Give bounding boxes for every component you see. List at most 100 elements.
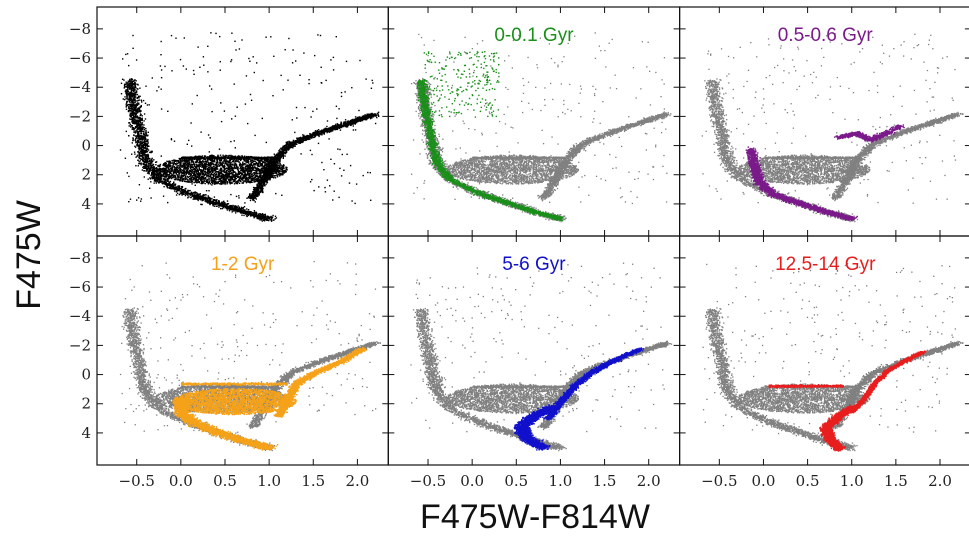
- star-point: [185, 173, 186, 174]
- star-point: [143, 135, 144, 136]
- star-point: [214, 173, 215, 174]
- star-point: [153, 159, 154, 160]
- star-point: [133, 84, 134, 85]
- star-point: [141, 153, 142, 154]
- star-point: [235, 208, 236, 209]
- star-point: [239, 211, 240, 212]
- star-point: [147, 135, 148, 136]
- star-point: [137, 94, 138, 95]
- star-point: [142, 150, 143, 151]
- star-point: [231, 169, 232, 170]
- star-point: [240, 170, 241, 171]
- star-point: [170, 188, 171, 189]
- star-point: [254, 210, 255, 211]
- star-point: [253, 167, 254, 168]
- star-point: [280, 174, 281, 175]
- star-point: [141, 145, 142, 146]
- star-point: [141, 123, 142, 124]
- star-point: [270, 216, 271, 217]
- star-point: [130, 124, 131, 125]
- star-point: [188, 173, 189, 174]
- star-point: [220, 177, 221, 178]
- star-point: [189, 194, 190, 195]
- star-point: [271, 217, 272, 218]
- star-point: [188, 160, 189, 161]
- star-point: [155, 164, 156, 165]
- star-point: [242, 208, 243, 209]
- star-point: [248, 159, 249, 160]
- star-point: [144, 135, 145, 136]
- star-point: [275, 175, 276, 176]
- star-point: [146, 134, 147, 135]
- star-point: [218, 165, 219, 166]
- star-point: [260, 214, 261, 215]
- star-point: [196, 178, 197, 179]
- star-point: [242, 162, 243, 163]
- star-point: [208, 195, 209, 196]
- star-point: [219, 205, 220, 206]
- star-point: [140, 113, 141, 114]
- star-point: [185, 181, 186, 182]
- star-point: [146, 164, 147, 165]
- star-point: [193, 169, 194, 170]
- star-point: [185, 177, 186, 178]
- star-point: [215, 182, 216, 183]
- star-point: [276, 171, 277, 172]
- star-point: [136, 125, 137, 126]
- star-point: [239, 174, 240, 175]
- star-point: [134, 152, 135, 153]
- star-point: [170, 184, 171, 185]
- star-point: [199, 198, 200, 199]
- star-point: [129, 88, 130, 89]
- star-point: [142, 169, 143, 170]
- star-point: [254, 172, 255, 173]
- star-point: [260, 176, 261, 177]
- star-point: [139, 145, 140, 146]
- star-point: [241, 155, 242, 156]
- star-point: [174, 190, 175, 191]
- star-point: [255, 215, 256, 216]
- star-point: [142, 143, 143, 144]
- star-point: [160, 172, 161, 173]
- star-point: [165, 179, 166, 180]
- star-point: [195, 180, 196, 181]
- star-point: [221, 176, 222, 177]
- star-point: [213, 175, 214, 176]
- star-point: [168, 176, 169, 177]
- star-point: [195, 176, 196, 177]
- star-point: [135, 119, 136, 120]
- star-point: [121, 83, 122, 84]
- star-point: [214, 170, 215, 171]
- star-point: [195, 196, 196, 197]
- star-point: [256, 173, 257, 174]
- star-point: [154, 182, 155, 183]
- star-point: [151, 160, 152, 161]
- star-point: [281, 167, 282, 168]
- star-point: [204, 175, 205, 176]
- star-point: [135, 130, 136, 131]
- star-point: [244, 206, 245, 207]
- star-point: [153, 169, 154, 170]
- star-point: [161, 182, 162, 183]
- star-point: [270, 219, 271, 220]
- star-point: [214, 203, 215, 204]
- star-point: [197, 169, 198, 170]
- star-point: [191, 179, 192, 180]
- star-point: [213, 156, 214, 157]
- star-point: [222, 165, 223, 166]
- star-point: [192, 194, 193, 195]
- star-point: [198, 162, 199, 163]
- star-point: [173, 177, 174, 178]
- star-point: [180, 179, 181, 180]
- star-point: [175, 184, 176, 185]
- star-point: [143, 147, 144, 148]
- star-point: [235, 167, 236, 168]
- star-point: [172, 183, 173, 184]
- star-point: [169, 160, 170, 161]
- star-point: [147, 172, 148, 173]
- star-point: [138, 136, 139, 137]
- star-point: [224, 203, 225, 204]
- star-point: [207, 198, 208, 199]
- star-point: [135, 132, 136, 133]
- star-point: [143, 163, 144, 164]
